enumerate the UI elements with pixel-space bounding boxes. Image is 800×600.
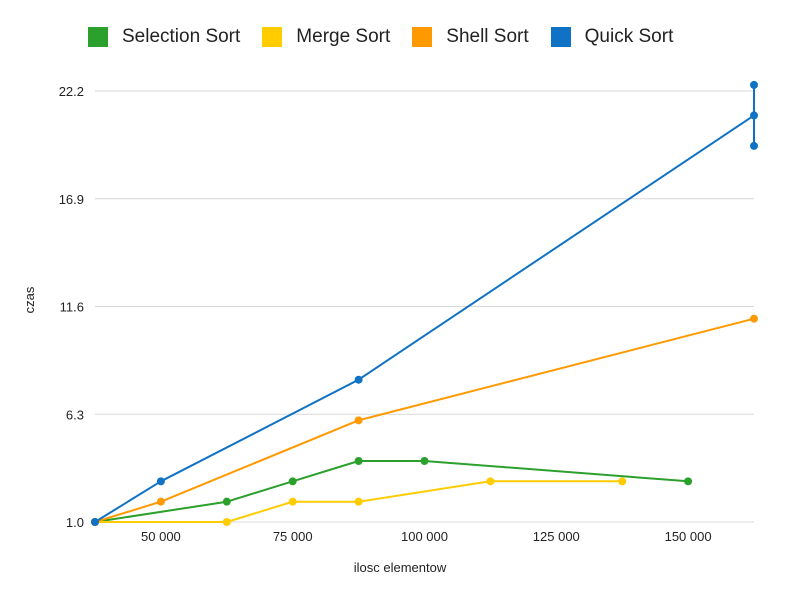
- series-line-selection-sort: [94, 460, 689, 523]
- series-line-quick-sort: [94, 84, 755, 523]
- y-tick-label: 16.9: [59, 192, 84, 207]
- legend-swatch: [262, 27, 283, 47]
- data-point-merge-sort[interactable]: [288, 497, 297, 506]
- series-line-merge-sort: [95, 480, 623, 523]
- data-point-quick-sort[interactable]: [354, 375, 363, 384]
- y-tick-label: 1.0: [66, 515, 84, 530]
- x-tick-label: 150 000: [665, 529, 712, 544]
- x-tick-label: 75 000: [273, 529, 313, 544]
- x-tick-label: 125 000: [533, 529, 580, 544]
- legend-label: Merge Sort: [296, 26, 391, 47]
- data-point-selection-sort[interactable]: [288, 477, 297, 486]
- data-point-quick-sort[interactable]: [750, 80, 758, 89]
- data-point-merge-sort[interactable]: [486, 477, 495, 486]
- series-lines: [94, 84, 755, 523]
- x-tick-label: 50 000: [141, 529, 181, 544]
- legend-item-shell-sort[interactable]: Shell Sort: [412, 26, 529, 48]
- data-point-quick-sort[interactable]: [91, 518, 99, 526]
- data-point-selection-sort[interactable]: [354, 457, 363, 466]
- data-points: [91, 80, 758, 526]
- y-axis-ticks: 1.0 6.3 11.6 16.9 22.2: [59, 84, 84, 530]
- data-point-merge-sort[interactable]: [354, 497, 363, 506]
- legend-label: Quick Sort: [584, 26, 674, 47]
- y-tick-label: 22.2: [59, 84, 84, 99]
- y-tick-label: 6.3: [66, 407, 84, 422]
- data-point-shell-sort[interactable]: [156, 497, 165, 506]
- legend-label: Shell Sort: [446, 26, 529, 47]
- x-tick-label: 100 000: [401, 529, 448, 544]
- legend-item-merge-sort[interactable]: Merge Sort: [262, 26, 390, 48]
- legend-swatch: [550, 27, 571, 47]
- legend-swatch: [412, 27, 433, 47]
- data-point-shell-sort[interactable]: [750, 314, 758, 323]
- y-tick-label: 11.6: [60, 300, 84, 315]
- data-point-selection-sort[interactable]: [420, 457, 429, 466]
- legend-item-quick-sort[interactable]: Quick Sort: [550, 26, 674, 48]
- data-point-quick-sort[interactable]: [750, 141, 758, 150]
- data-point-selection-sort[interactable]: [222, 497, 231, 506]
- data-point-merge-sort[interactable]: [618, 477, 627, 486]
- series-line-shell-sort: [94, 317, 755, 523]
- data-point-quick-sort[interactable]: [750, 111, 758, 120]
- data-point-selection-sort[interactable]: [684, 477, 693, 486]
- data-point-merge-sort[interactable]: [222, 518, 231, 526]
- legend-swatch: [88, 27, 108, 47]
- x-axis-title: ilosc elementow: [354, 560, 447, 575]
- chart-legend: Selection Sort Merge Sort Shell Sort Qui…: [88, 26, 695, 48]
- data-point-quick-sort[interactable]: [156, 477, 165, 486]
- y-axis-title: czas: [22, 286, 37, 313]
- legend-label: Selection Sort: [122, 26, 241, 47]
- legend-item-selection-sort[interactable]: Selection Sort: [88, 26, 240, 48]
- x-axis-ticks: 50 000 75 000 100 000 125 000 150 000: [141, 529, 712, 544]
- data-point-shell-sort[interactable]: [354, 416, 363, 425]
